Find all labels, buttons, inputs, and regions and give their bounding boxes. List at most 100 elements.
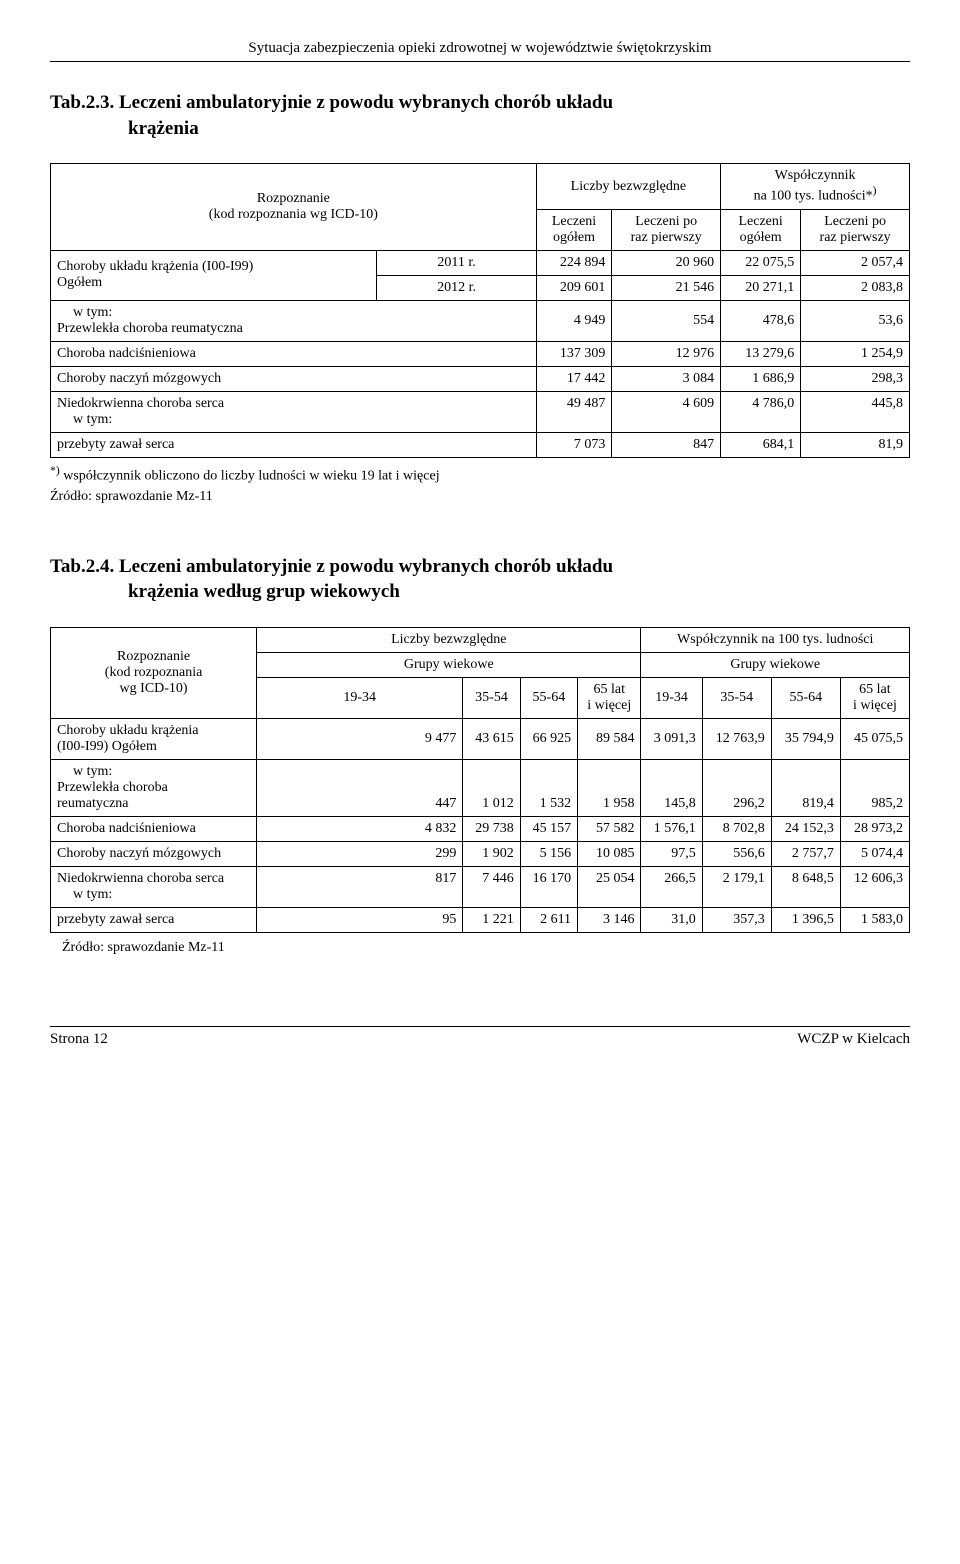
cell: 21 546 bbox=[612, 275, 721, 300]
text: w tym: bbox=[57, 764, 112, 779]
cell: 4 949 bbox=[536, 300, 612, 341]
cell: 2 083,8 bbox=[801, 275, 910, 300]
page-footer: Strona 12 WCZP w Kielcach bbox=[50, 1026, 910, 1048]
footer-left: Strona 12 bbox=[50, 1031, 108, 1048]
row-label: przebyty zawał serca bbox=[51, 432, 537, 457]
cell: 53,6 bbox=[801, 300, 910, 341]
table-row: Niedokrwienna choroba serca w tym: 49 48… bbox=[51, 391, 910, 432]
table-row: w tym: Przewlekła choroba reumatyczna 44… bbox=[51, 759, 910, 816]
cell: 81,9 bbox=[801, 432, 910, 457]
cell: 66 925 bbox=[520, 718, 577, 759]
tab23-title: Tab.2.3. Leczeni ambulatoryjnie z powodu… bbox=[50, 90, 910, 141]
cell: 4 609 bbox=[612, 391, 721, 432]
text: wg ICD-10) bbox=[120, 681, 188, 696]
table-row: w tym: Przewlekła choroba reumatyczna 4 … bbox=[51, 300, 910, 341]
text: Ogółem bbox=[57, 275, 102, 290]
footer-right: WCZP w Kielcach bbox=[797, 1031, 910, 1048]
cell: 3 146 bbox=[578, 907, 641, 932]
tab24-main: Leczeni ambulatoryjnie z powodu wybranyc… bbox=[119, 556, 613, 577]
text: Niedokrwienna choroba serca bbox=[57, 871, 224, 886]
col-rate: Współczynnik na 100 tys. ludności bbox=[641, 627, 910, 652]
cell: 45 157 bbox=[520, 816, 577, 841]
cell: 478,6 bbox=[721, 300, 801, 341]
cell: 1 576,1 bbox=[641, 816, 702, 841]
cell: 1 583,0 bbox=[840, 907, 909, 932]
table-row: Choroby układu krążenia (I00-I99) Ogółem… bbox=[51, 250, 910, 275]
cell: 7 446 bbox=[463, 866, 520, 907]
tab24-footnote: Źródło: sprawozdanie Mz-11 bbox=[50, 939, 910, 957]
text: raz pierwszy bbox=[631, 230, 702, 245]
age: 35-54 bbox=[463, 677, 520, 718]
cell: 8 648,5 bbox=[771, 866, 840, 907]
table-row: przebyty zawał serca 7 073 847 684,1 81,… bbox=[51, 432, 910, 457]
cell: 29 738 bbox=[463, 816, 520, 841]
cell: 13 279,6 bbox=[721, 341, 801, 366]
col-abs: Liczby bezwzględne bbox=[257, 627, 641, 652]
table-row: Niedokrwienna choroba serca w tym: 817 7… bbox=[51, 866, 910, 907]
row-label: Choroba nadciśnieniowa bbox=[51, 341, 537, 366]
table-24: Rozpoznanie (kod rozpoznania wg ICD-10) … bbox=[50, 627, 910, 933]
table-23: Rozpoznanie (kod rozpoznania wg ICD-10) … bbox=[50, 163, 910, 458]
cell: 4 786,0 bbox=[721, 391, 801, 432]
col-rate: Współczynnik na 100 tys. ludności*) bbox=[721, 164, 910, 210]
cell: 298,3 bbox=[801, 366, 910, 391]
age65: 65 lati więcej bbox=[840, 677, 909, 718]
row-label: Choroby naczyń mózgowych bbox=[51, 366, 537, 391]
tab23-footnote2: Źródło: sprawozdanie Mz-11 bbox=[50, 488, 910, 506]
cell: 5 156 bbox=[520, 841, 577, 866]
text: Przewlekła choroba bbox=[57, 780, 168, 795]
text: Leczeni bbox=[738, 214, 782, 229]
cell: 97,5 bbox=[641, 841, 702, 866]
cell: 25 054 bbox=[578, 866, 641, 907]
cell: 3 084 bbox=[612, 366, 721, 391]
tab24-cont: krążenia według grup wiekowych bbox=[50, 579, 910, 605]
tab23-cont: krążenia bbox=[50, 116, 910, 142]
text: w tym: bbox=[57, 887, 112, 902]
row-label: w tym: Przewlekła choroba reumatyczna bbox=[51, 759, 257, 816]
text: (I00-I99) Ogółem bbox=[57, 739, 157, 754]
tab24-prefix: Tab.2.4. bbox=[50, 556, 119, 577]
cell: 1 396,5 bbox=[771, 907, 840, 932]
col-groups: Grupy wiekowe bbox=[257, 652, 641, 677]
text: i więcej bbox=[853, 698, 897, 713]
row-label: w tym: Przewlekła choroba reumatyczna bbox=[51, 300, 537, 341]
text: raz pierwszy bbox=[820, 230, 891, 245]
year: 2012 r. bbox=[377, 275, 536, 300]
text: Choroby układu krążenia bbox=[57, 723, 199, 738]
table-row: przebyty zawał serca 95 1 221 2 611 3 14… bbox=[51, 907, 910, 932]
text: na 100 tys. ludności* bbox=[754, 189, 873, 204]
cell: 2 757,7 bbox=[771, 841, 840, 866]
sub-first: Leczeni poraz pierwszy bbox=[801, 209, 910, 250]
table-row: Choroby układu krążenia (I00-I99) Ogółem… bbox=[51, 718, 910, 759]
text: (kod rozpoznania wg ICD-10) bbox=[209, 207, 378, 222]
text: Rozpoznanie bbox=[117, 649, 190, 664]
cell: 12 976 bbox=[612, 341, 721, 366]
cell: 1 686,9 bbox=[721, 366, 801, 391]
cell: 28 973,2 bbox=[840, 816, 909, 841]
cell: 12 763,9 bbox=[702, 718, 771, 759]
text: 65 lat bbox=[859, 682, 891, 697]
cell: 1 902 bbox=[463, 841, 520, 866]
cell: 20 960 bbox=[612, 250, 721, 275]
table-row: Choroba nadciśnieniowa 137 309 12 976 13… bbox=[51, 341, 910, 366]
cell: 16 170 bbox=[520, 866, 577, 907]
sup: ) bbox=[873, 184, 877, 197]
cell: 145,8 bbox=[641, 759, 702, 816]
cell: 137 309 bbox=[536, 341, 612, 366]
age: 35-54 bbox=[702, 677, 771, 718]
col-diagnosis: Rozpoznanie (kod rozpoznania wg ICD-10) bbox=[51, 627, 257, 718]
sup: *) bbox=[50, 464, 60, 477]
cell: 985,2 bbox=[840, 759, 909, 816]
col-diagnosis: Rozpoznanie (kod rozpoznania wg ICD-10) bbox=[51, 164, 537, 251]
text: (kod rozpoznania bbox=[105, 665, 203, 680]
cell: 299 bbox=[257, 841, 463, 866]
text: i więcej bbox=[587, 698, 631, 713]
cell: 45 075,5 bbox=[840, 718, 909, 759]
text: reumatyczna bbox=[57, 796, 129, 811]
cell: 10 085 bbox=[578, 841, 641, 866]
cell: 4 832 bbox=[257, 816, 463, 841]
cell: 1 012 bbox=[463, 759, 520, 816]
cell: 35 794,9 bbox=[771, 718, 840, 759]
cell: 12 606,3 bbox=[840, 866, 909, 907]
row-label: Choroby naczyń mózgowych bbox=[51, 841, 257, 866]
